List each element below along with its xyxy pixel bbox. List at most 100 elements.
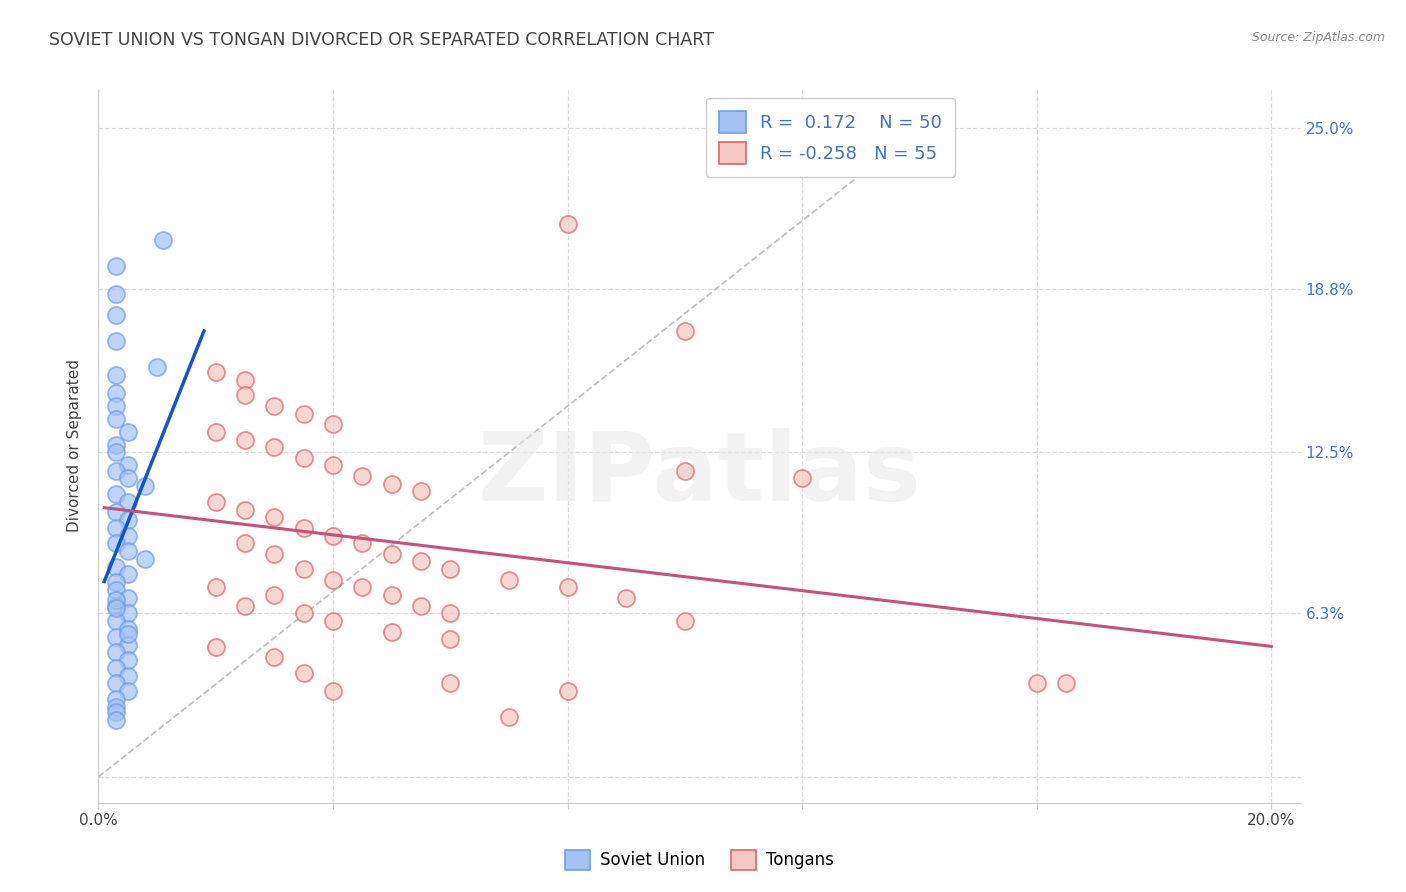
Point (322, 573, 344, 587)
Legend: Soviet Union, Tongans: Soviet Union, Tongans (558, 843, 841, 877)
Point (105, 645, 128, 659)
Point (105, 559, 128, 574)
Point (1054, 676, 1077, 690)
Point (117, 495, 139, 509)
Point (263, 650, 285, 665)
Point (117, 684, 139, 698)
Point (105, 287, 128, 301)
Text: ZIPatlas: ZIPatlas (478, 428, 921, 521)
Point (117, 458, 139, 473)
Point (557, 217, 579, 231)
Point (105, 438, 128, 452)
Point (105, 705, 128, 719)
Point (105, 614, 128, 628)
Point (204, 495, 226, 509)
Point (673, 464, 696, 478)
Point (322, 614, 344, 628)
Point (134, 552, 156, 566)
Point (233, 599, 256, 613)
Point (105, 692, 128, 706)
Point (105, 593, 128, 607)
Point (117, 638, 139, 652)
Point (117, 528, 139, 542)
Point (105, 661, 128, 675)
Point (614, 591, 637, 605)
Point (498, 710, 520, 724)
Point (263, 547, 285, 561)
Point (381, 588, 404, 602)
Point (322, 528, 344, 542)
Point (117, 471, 139, 485)
Point (105, 599, 128, 613)
Point (263, 510, 285, 524)
Point (204, 640, 226, 654)
Point (439, 632, 461, 647)
Point (439, 562, 461, 576)
Point (233, 388, 256, 402)
Point (117, 513, 139, 527)
Text: SOVIET UNION VS TONGAN DIVORCED OR SEPARATED CORRELATION CHART: SOVIET UNION VS TONGAN DIVORCED OR SEPAR… (49, 31, 714, 49)
Point (352, 581, 374, 595)
Point (105, 308, 128, 322)
Point (105, 575, 128, 590)
Text: Source: ZipAtlas.com: Source: ZipAtlas.com (1251, 31, 1385, 45)
Point (204, 425, 226, 439)
Point (105, 699, 128, 714)
Point (105, 411, 128, 425)
Point (105, 464, 128, 478)
Point (381, 547, 404, 561)
Point (352, 468, 374, 483)
Point (292, 562, 315, 576)
Point (117, 544, 139, 558)
Point (1025, 676, 1047, 690)
Point (105, 505, 128, 519)
Point (292, 607, 315, 621)
Point (673, 614, 696, 628)
Point (146, 359, 169, 374)
Point (117, 607, 139, 621)
Point (117, 567, 139, 582)
Point (105, 385, 128, 400)
Point (105, 536, 128, 550)
Point (117, 622, 139, 636)
Y-axis label: Divorced or Separated: Divorced or Separated (67, 359, 83, 533)
Point (117, 591, 139, 605)
Point (352, 536, 374, 550)
Point (322, 684, 344, 698)
Point (292, 407, 315, 421)
Point (439, 676, 461, 690)
Point (105, 601, 128, 615)
Point (557, 581, 579, 595)
Point (409, 554, 432, 568)
Point (557, 684, 579, 698)
Point (292, 666, 315, 681)
Point (292, 450, 315, 465)
Point (233, 373, 256, 387)
Point (117, 668, 139, 682)
Point (381, 624, 404, 639)
Point (134, 479, 156, 493)
Point (105, 334, 128, 348)
Point (233, 433, 256, 447)
Point (105, 487, 128, 501)
Point (117, 425, 139, 439)
Point (105, 445, 128, 459)
Point (105, 521, 128, 535)
Point (204, 581, 226, 595)
Point (263, 440, 285, 454)
Point (152, 233, 174, 247)
Point (322, 417, 344, 431)
Point (117, 653, 139, 667)
Point (233, 502, 256, 516)
Point (105, 713, 128, 727)
Point (292, 521, 315, 535)
Point (117, 627, 139, 641)
Point (233, 536, 256, 550)
Point (381, 476, 404, 491)
Point (204, 365, 226, 379)
Point (409, 599, 432, 613)
Point (439, 607, 461, 621)
Point (105, 630, 128, 644)
Point (673, 324, 696, 338)
Point (498, 573, 520, 587)
